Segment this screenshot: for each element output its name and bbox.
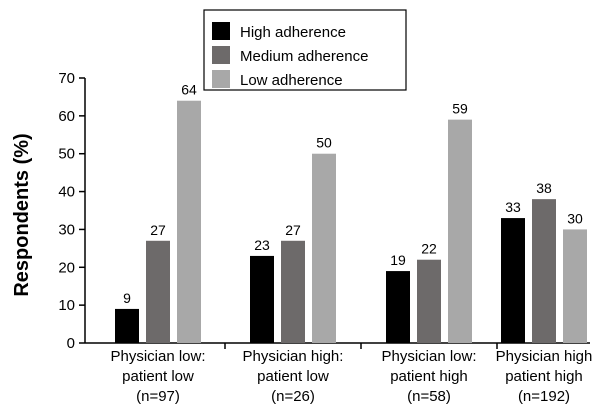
bar	[312, 153, 336, 343]
x-category-label-line: Physician high	[496, 348, 593, 365]
bar-value-label: 59	[452, 101, 468, 117]
bars	[115, 100, 587, 344]
bar-value-label: 50	[316, 135, 332, 151]
x-category-label-line: (n=192)	[518, 388, 570, 405]
bar	[386, 271, 410, 343]
y-tick-label: 70	[58, 70, 75, 87]
legend: High adherence Medium adherence Low adhere…	[203, 9, 407, 91]
x-category-label: Physician high patient high (n=192)	[496, 348, 593, 405]
x-category-label-line: Physician low:	[110, 348, 205, 365]
x-category-label-line: patient low	[122, 368, 194, 385]
legend-label: Medium adherence	[240, 48, 368, 65]
x-category-label-line: Physician low:	[381, 348, 476, 365]
y-tick-label: 60	[58, 108, 75, 125]
bar-value-label: 19	[390, 252, 406, 268]
legend-swatch	[212, 22, 230, 40]
x-category-label-line: Physician high:	[243, 348, 344, 365]
legend-label: High adherence	[240, 24, 346, 41]
bar-value-label: 22	[421, 241, 437, 257]
bar	[501, 218, 525, 343]
bar	[115, 308, 139, 343]
bar	[146, 240, 170, 343]
bar	[281, 240, 305, 343]
bar-value-label: 38	[536, 180, 552, 196]
y-tick-label: 30	[58, 221, 75, 238]
x-category-label: Physician low: patient low (n=97)	[110, 348, 205, 405]
legend-swatch	[212, 46, 230, 64]
y-tick-label: 0	[67, 335, 75, 352]
x-category-label-line: patient low	[257, 368, 329, 385]
y-tick-label: 10	[58, 297, 75, 314]
legend-label: Low adherence	[240, 72, 343, 89]
bar-value-label: 23	[254, 237, 270, 253]
x-category-label-line: (n=26)	[271, 388, 315, 405]
x-category-label-line: patient high	[505, 368, 583, 385]
bar-value-label: 64	[181, 82, 197, 98]
y-axis-title: Respondents (%)	[11, 133, 33, 296]
x-category-label-line: (n=58)	[407, 388, 451, 405]
y-tick-label: 40	[58, 184, 75, 201]
bar-value-label: 27	[150, 222, 166, 238]
axes: 0 10 20 30 40 50 60 70 Physician low: patient low…	[58, 70, 592, 405]
bar-value-label: 33	[505, 199, 521, 215]
bar	[448, 119, 472, 344]
bar	[250, 255, 274, 343]
data-labels: 9 27 64 23 27 50 19 22 59 33 38 30	[123, 82, 583, 306]
bar	[563, 229, 587, 343]
bar-value-label: 27	[285, 222, 301, 238]
x-category-label: Physician high: patient low (n=26)	[243, 348, 344, 405]
x-category-label-line: (n=97)	[136, 388, 180, 405]
bar-value-label: 30	[567, 210, 583, 226]
bar	[417, 259, 441, 343]
bar-value-label: 9	[123, 290, 131, 306]
legend-box	[203, 9, 407, 91]
y-tick-label: 50	[58, 146, 75, 163]
x-category-label-line: patient high	[390, 368, 468, 385]
bar	[532, 199, 556, 343]
bar	[177, 100, 201, 343]
x-category-label: Physician low: patient high (n=58)	[381, 348, 476, 405]
legend-swatch	[212, 70, 230, 88]
y-tick-label: 20	[58, 259, 75, 276]
